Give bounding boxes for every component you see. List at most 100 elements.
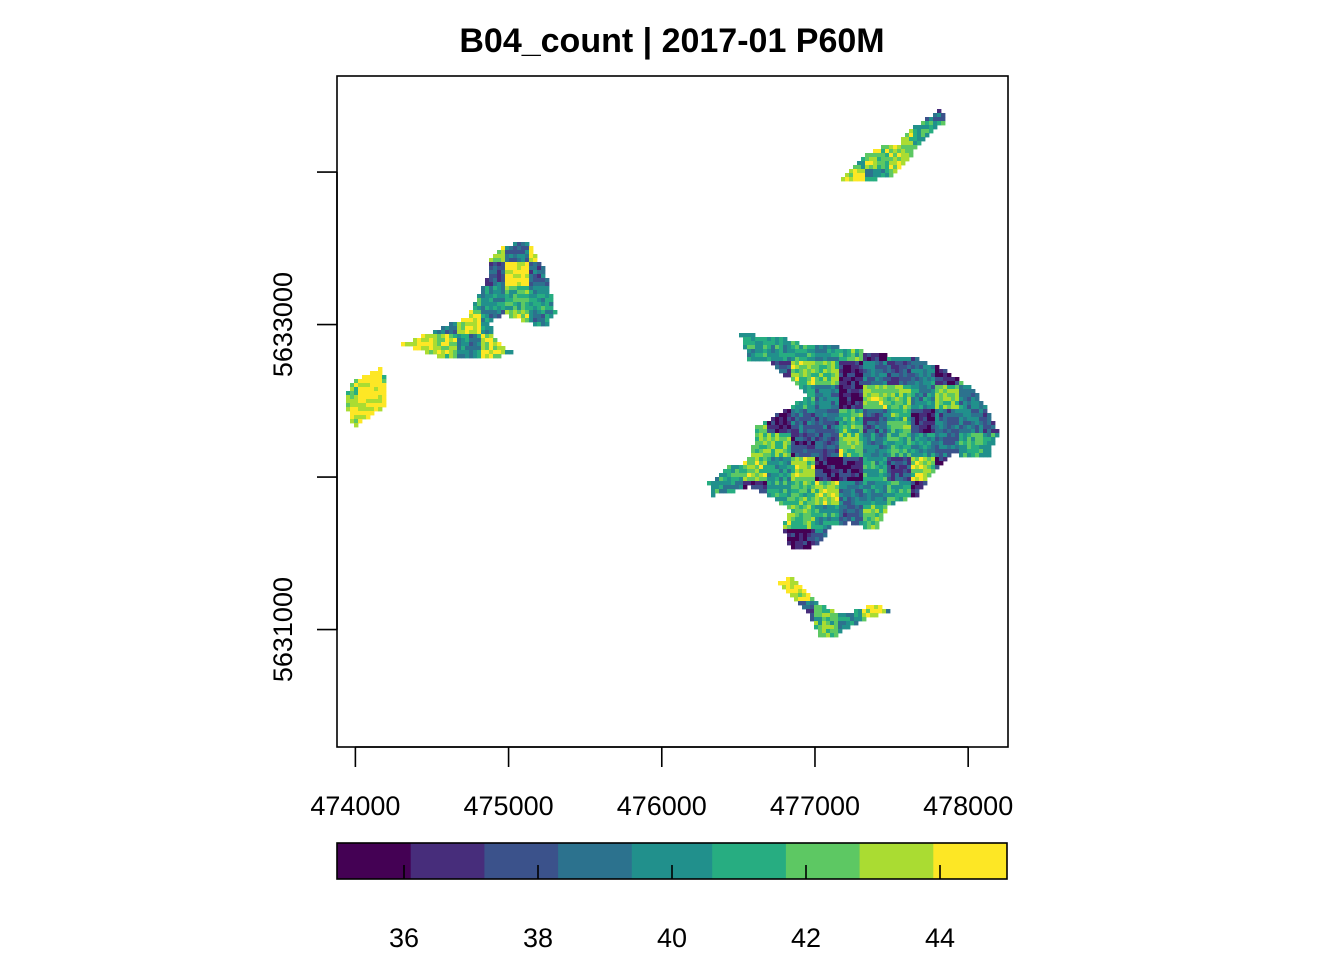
raster-cell [863, 517, 868, 522]
raster-cell [887, 389, 892, 394]
raster-cell [823, 513, 828, 518]
raster-cell [823, 509, 828, 514]
legend-swatch [712, 843, 787, 879]
raster-cell [869, 157, 874, 162]
raster-cell [975, 429, 980, 434]
raster-cell [354, 411, 359, 416]
raster-cell [807, 361, 812, 366]
raster-cell [739, 481, 744, 486]
raster-cell [911, 457, 916, 462]
raster-cell [987, 413, 992, 418]
raster-cell [810, 617, 815, 622]
raster-cell [879, 441, 884, 446]
raster-cell [915, 401, 920, 406]
raster-cell [755, 477, 760, 482]
raster-cell [767, 421, 772, 426]
raster-cell [875, 433, 880, 438]
raster-cell [971, 437, 976, 442]
raster-cell [835, 477, 840, 482]
raster-cell [521, 302, 526, 307]
raster-cell [739, 477, 744, 482]
raster-cell [879, 517, 884, 522]
raster-cell [485, 322, 490, 327]
raster-cell [891, 429, 896, 434]
raster-cell [795, 505, 800, 510]
raster-cell [497, 286, 502, 291]
raster-cell [767, 357, 772, 362]
raster-cell [867, 353, 872, 358]
raster-cell [877, 161, 882, 166]
raster-cell [799, 385, 804, 390]
raster-cell [791, 417, 796, 422]
raster-cell [779, 337, 784, 342]
raster-cell [501, 310, 506, 315]
raster-cell [851, 413, 856, 418]
raster-cell [923, 377, 928, 382]
raster-cell [497, 298, 502, 303]
raster-cell [795, 437, 800, 442]
raster-cell [911, 401, 916, 406]
raster-cell [469, 346, 474, 351]
raster-cell [871, 497, 876, 502]
raster-cell [533, 262, 538, 267]
raster-cell [859, 441, 864, 446]
raster-cell [983, 441, 988, 446]
raster-cell [802, 597, 807, 602]
raster-cell [791, 377, 796, 382]
raster-cell [971, 433, 976, 438]
raster-cell [839, 365, 844, 370]
raster-cell [811, 445, 816, 450]
raster-cell [947, 385, 952, 390]
raster-cell [869, 169, 874, 174]
raster-cell [795, 353, 800, 358]
raster-cell [897, 153, 902, 158]
raster-cell [927, 449, 932, 454]
raster-cell [807, 493, 812, 498]
raster-cell [795, 429, 800, 434]
raster-cell [771, 425, 776, 430]
raster-cell [731, 477, 736, 482]
raster-cell [867, 493, 872, 498]
raster-cell [791, 465, 796, 470]
raster-cell [947, 433, 952, 438]
raster-cell [991, 441, 996, 446]
raster-cell [877, 173, 882, 178]
raster-cell [915, 429, 920, 434]
raster-cell [723, 477, 728, 482]
raster-cell [883, 473, 888, 478]
raster-cell [795, 453, 800, 458]
raster-cell [865, 157, 870, 162]
raster-cell [795, 465, 800, 470]
raster-cell [806, 609, 811, 614]
raster-cell [937, 113, 942, 118]
raster-cell [850, 613, 855, 618]
raster-cell [481, 342, 486, 347]
raster-cell [771, 345, 776, 350]
raster-cell [521, 258, 526, 263]
raster-cell [731, 489, 736, 494]
raster-cell [831, 497, 836, 502]
raster-cell [859, 373, 864, 378]
raster-cell [871, 445, 876, 450]
raster-cell [457, 354, 462, 359]
raster-cell [895, 369, 900, 374]
raster-cell [927, 397, 932, 402]
raster-cell [787, 373, 792, 378]
raster-cell [927, 425, 932, 430]
raster-cell [799, 517, 804, 522]
raster-cell [839, 357, 844, 362]
legend-swatch [558, 843, 633, 879]
raster-cell [501, 254, 506, 259]
raster-cell [955, 417, 960, 422]
raster-cell [453, 326, 458, 331]
raster-cell [525, 306, 530, 311]
raster-cell [925, 117, 930, 122]
raster-cell [911, 453, 916, 458]
raster-cell [843, 369, 848, 374]
raster-cell [909, 141, 914, 146]
raster-cell [915, 473, 920, 478]
raster-cell [751, 457, 756, 462]
raster-cell [541, 298, 546, 303]
raster-cell [859, 385, 864, 390]
raster-cell [951, 393, 956, 398]
